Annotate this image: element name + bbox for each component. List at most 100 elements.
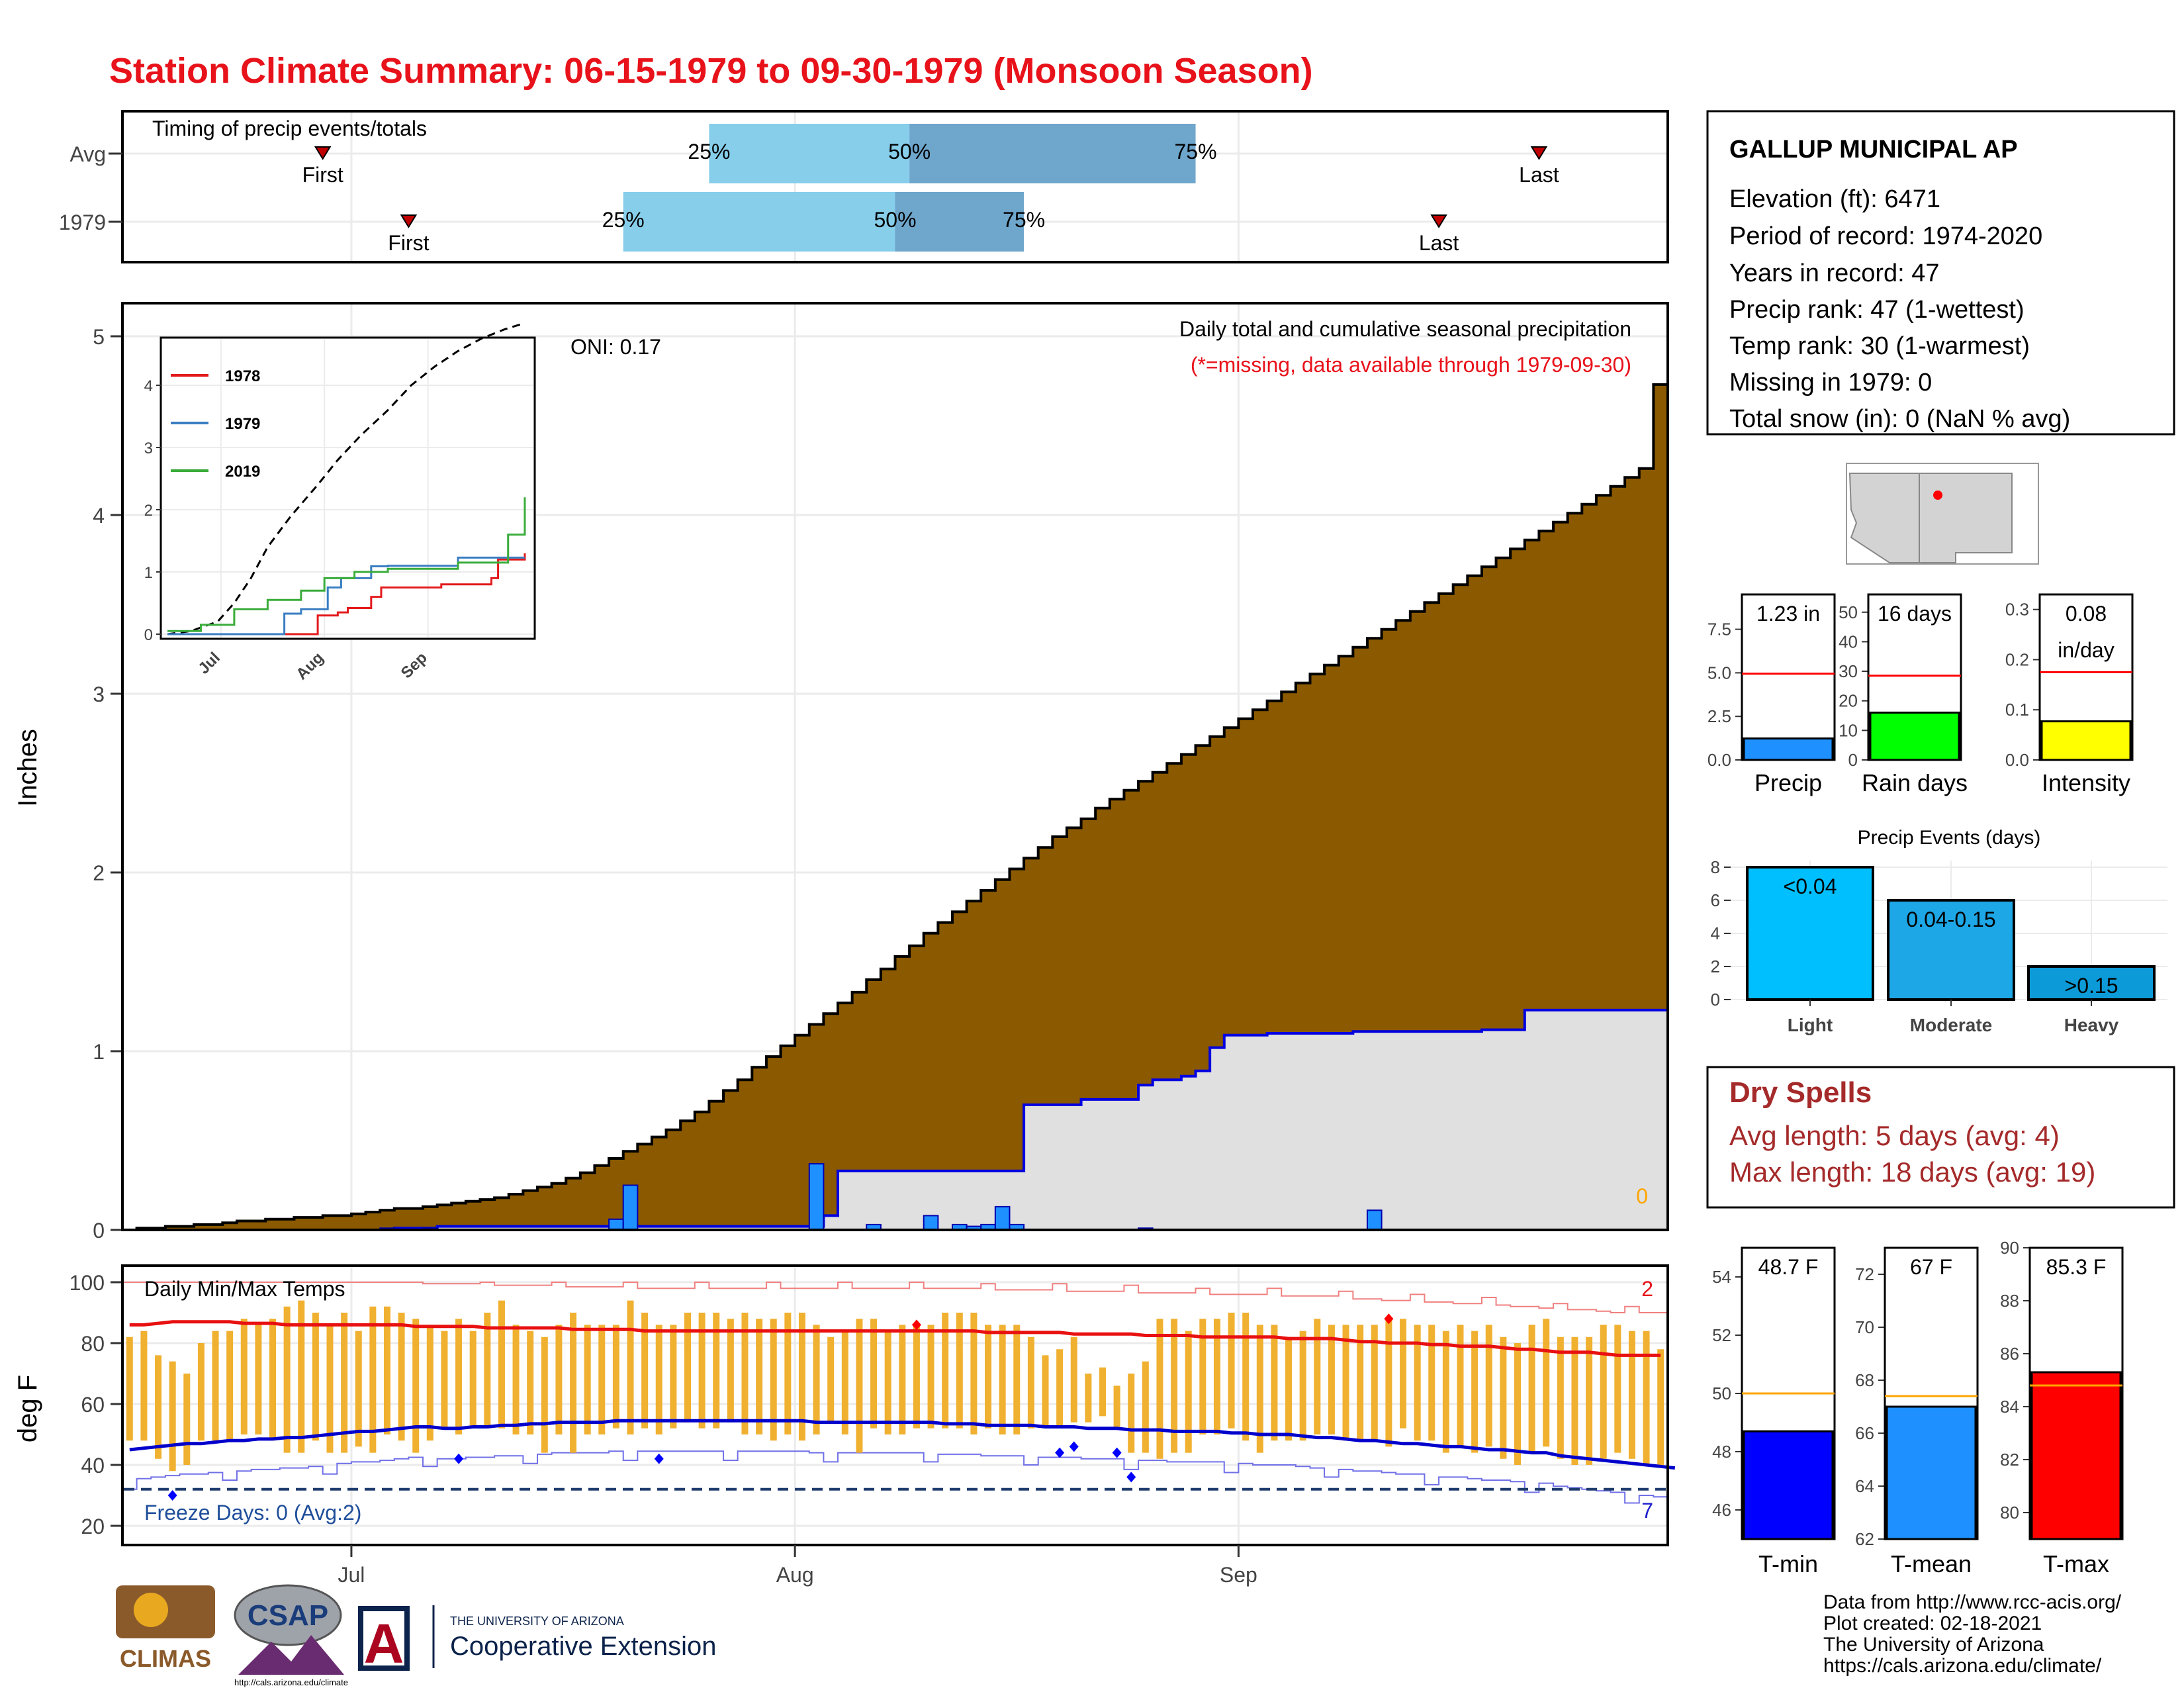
- temp-bar-tick-label: 64: [1855, 1476, 1874, 1496]
- inset-ytick-label: 2: [144, 502, 153, 520]
- page-title: Station Climate Summary: 06-15-1979 to 0…: [109, 51, 1313, 91]
- events-bar-heavy: [2027, 965, 2156, 1001]
- mini-bar-tick-label: 30: [1839, 661, 1858, 681]
- mini-bar-tick-label: 50: [1839, 602, 1858, 622]
- events-bar-light: [1746, 866, 1874, 1001]
- events-ytick-label: 6: [1711, 890, 1720, 910]
- csap-logo: CSAP http://cals.arizona.edu/climate: [234, 1584, 348, 1687]
- temp-panel: deg F 20 40 60 80 100 Daily Min/Max Temps Fr…: [13, 1264, 1676, 1587]
- station-name: GALLUP MUNICIPAL AP: [1729, 136, 2018, 164]
- station-missing: Missing in 1979: 0: [1729, 369, 1932, 397]
- station-location-marker: [1933, 491, 1942, 500]
- main-ytick-label: 5: [93, 325, 105, 349]
- temp-bar-tick-label: 90: [2000, 1238, 2019, 1258]
- temp-bar-chart-t-mean: 62 64 66 68 70 72 67 F T-mean: [1855, 1246, 1979, 1577]
- timing-q75-label: 75%: [1003, 208, 1045, 232]
- oni-label: ONI: 0.17: [570, 335, 661, 359]
- timing-first-marker: [400, 214, 418, 228]
- timing-last-label: Last: [1419, 231, 1459, 255]
- mini-bar-tick-label: 40: [1839, 632, 1858, 651]
- csap-url: http://cals.arizona.edu/climate: [234, 1677, 348, 1687]
- timing-last-marker: [1430, 214, 1447, 228]
- timing-q50-q75-bar: [895, 192, 1024, 252]
- precip-events-chart: Precip Events (days) 0 2 4 6 8 <0.04 Light 0.04…: [1711, 827, 2167, 1035]
- mini-bar-tick-label: 7.5: [1707, 620, 1731, 639]
- record-low-marker: [454, 1453, 464, 1464]
- timing-q25-q50-bar: [709, 124, 910, 183]
- temp-bar-tick-label: 82: [2000, 1450, 2019, 1470]
- date-axis-label: Aug: [776, 1563, 814, 1587]
- events-bar-label: >0.15: [2065, 974, 2118, 998]
- station-elevation: Elevation (ft): 6471: [1729, 185, 1940, 213]
- mini-bar-tick-label: 0.1: [2005, 700, 2029, 720]
- main-panel-frame: [121, 302, 1669, 1231]
- record-low-marker: [1112, 1447, 1122, 1458]
- mini-bar-chart-rain-days: 0 10 20 30 40 50 16 days Rain days: [1839, 593, 1968, 796]
- avg-max-temp-line: [129, 1320, 1661, 1357]
- timing-q50-label: 50%: [874, 208, 916, 232]
- precip-events-title: Precip Events (days): [1858, 827, 2041, 849]
- map-new-mexico: [1919, 473, 2013, 563]
- timing-panel: Timing of precip events/totals Avg 25% 50%…: [59, 110, 1669, 263]
- inset-ytick-label: 1: [144, 564, 153, 582]
- record-high-count: 2: [1641, 1277, 1653, 1301]
- credit-plot-date: Plot created: 02-18-2021: [1823, 1613, 2042, 1634]
- mini-bar-chart-intensity: 0.0 0.1 0.2 0.3 0.08 in/day Intensity: [2005, 593, 2134, 796]
- timing-q25-q50-bar: [623, 192, 895, 252]
- avg-cumulative-area: [122, 383, 1669, 1231]
- temp-bar-tick-label: 50: [1712, 1383, 1731, 1403]
- temp-bar-tick-label: 86: [2000, 1344, 2019, 1364]
- events-category-label: Heavy: [2064, 1015, 2119, 1035]
- mini-bar-tick-label: 0.2: [2005, 649, 2029, 669]
- daily-precip-bar: [608, 1218, 624, 1231]
- timing-q50-q75-bar: [909, 124, 1196, 183]
- temp-bar-value-label: 48.7 F: [1758, 1255, 1819, 1279]
- events-ytick-label: 8: [1711, 857, 1720, 877]
- ua-cooperative-extension-logo: A THE UNIVERSITY OF ARIZONA Cooperative …: [358, 1605, 716, 1675]
- ua-cooperative-extension: Cooperative Extension: [450, 1632, 716, 1661]
- record-low-marker: [1126, 1472, 1136, 1483]
- date-axis-label: Sep: [1220, 1563, 1257, 1587]
- temp-ytick-label: 20: [81, 1515, 105, 1538]
- inset-average-cumulative-line: [167, 322, 525, 635]
- main-ylabel: Inches: [13, 729, 42, 807]
- temp-bar-value: [1743, 1430, 1834, 1540]
- temp-bar-tick-label: 84: [2000, 1397, 2019, 1417]
- temp-bar-tick-label: 70: [1855, 1317, 1874, 1337]
- mini-bar-value: [1743, 737, 1834, 761]
- timing-first-label: First: [388, 231, 429, 255]
- freeze-days-label: Freeze Days: 0 (Avg:2): [144, 1501, 361, 1524]
- temp-bar-tick-label: 48: [1712, 1442, 1731, 1462]
- temp-bar-category-label: T-max: [2043, 1550, 2109, 1577]
- timing-q75-label: 75%: [1175, 140, 1217, 164]
- mini-bar-value-label: 1.23 in: [1756, 602, 1820, 626]
- mini-bar-value: [1869, 712, 1960, 761]
- main-ytick-label: 1: [93, 1040, 105, 1064]
- record-low-marker: [1055, 1447, 1065, 1458]
- mini-bar-tick-label: 20: [1839, 691, 1858, 711]
- temp-ytick-label: 80: [81, 1332, 105, 1356]
- ua-block-a: [358, 1606, 410, 1671]
- timing-first-label: First: [302, 163, 343, 187]
- ua-letter: A: [364, 1613, 404, 1675]
- missing-count: 0: [1636, 1184, 1648, 1208]
- temp-bar-tick-label: 68: [1855, 1370, 1874, 1390]
- credit-data-source: Data from http://www.rcc-acis.org/: [1823, 1591, 2122, 1613]
- record-low-marker: [167, 1490, 177, 1501]
- mini-bar-value: [2040, 720, 2132, 761]
- station-precip-rank: Precip rank: 47 (1-wettest): [1729, 296, 2025, 324]
- inset-series-line-1979: [167, 556, 525, 635]
- inset-ytick-label: 3: [144, 440, 153, 457]
- temp-bar-tick-label: 54: [1712, 1267, 1731, 1287]
- timing-first-marker: [314, 146, 332, 160]
- events-category-label: Light: [1788, 1015, 1833, 1035]
- inset-legend-label: 2019: [225, 463, 260, 481]
- daily-precip-bar: [1366, 1209, 1383, 1231]
- mini-bar-value-unit: in/day: [2058, 638, 2114, 662]
- credit-university: The University of Arizona: [1823, 1634, 2044, 1656]
- temp-ytick-label: 100: [69, 1271, 105, 1295]
- inset-series-line-2019: [167, 497, 526, 632]
- station-period: Period of record: 1974-2020: [1729, 222, 2042, 250]
- timing-q25-label: 25%: [688, 140, 730, 164]
